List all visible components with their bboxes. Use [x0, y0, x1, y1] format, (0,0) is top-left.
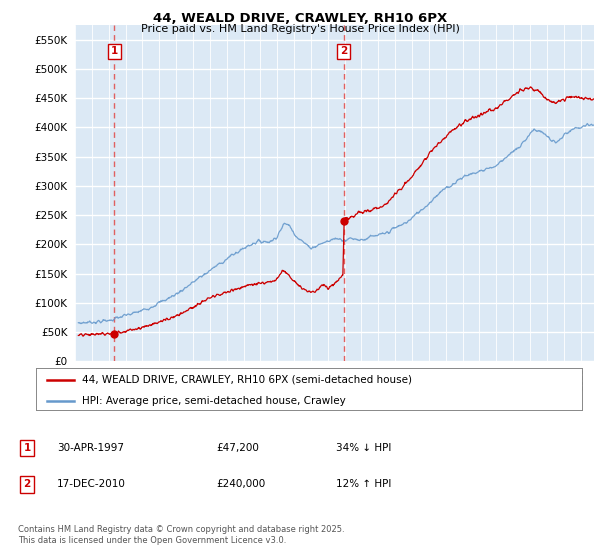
Text: Price paid vs. HM Land Registry's House Price Index (HPI): Price paid vs. HM Land Registry's House …: [140, 24, 460, 34]
Text: £47,200: £47,200: [216, 443, 259, 453]
Text: 17-DEC-2010: 17-DEC-2010: [57, 479, 126, 489]
Text: 44, WEALD DRIVE, CRAWLEY, RH10 6PX: 44, WEALD DRIVE, CRAWLEY, RH10 6PX: [153, 12, 447, 25]
Text: 12% ↑ HPI: 12% ↑ HPI: [336, 479, 391, 489]
Text: Contains HM Land Registry data © Crown copyright and database right 2025.
This d: Contains HM Land Registry data © Crown c…: [18, 525, 344, 545]
Text: 34% ↓ HPI: 34% ↓ HPI: [336, 443, 391, 453]
Text: HPI: Average price, semi-detached house, Crawley: HPI: Average price, semi-detached house,…: [82, 396, 346, 405]
Text: 1: 1: [110, 46, 118, 57]
Text: 2: 2: [340, 46, 347, 57]
Text: 44, WEALD DRIVE, CRAWLEY, RH10 6PX (semi-detached house): 44, WEALD DRIVE, CRAWLEY, RH10 6PX (semi…: [82, 375, 412, 385]
Text: 30-APR-1997: 30-APR-1997: [57, 443, 124, 453]
Text: £240,000: £240,000: [216, 479, 265, 489]
Text: 1: 1: [23, 443, 31, 453]
Text: 2: 2: [23, 479, 31, 489]
